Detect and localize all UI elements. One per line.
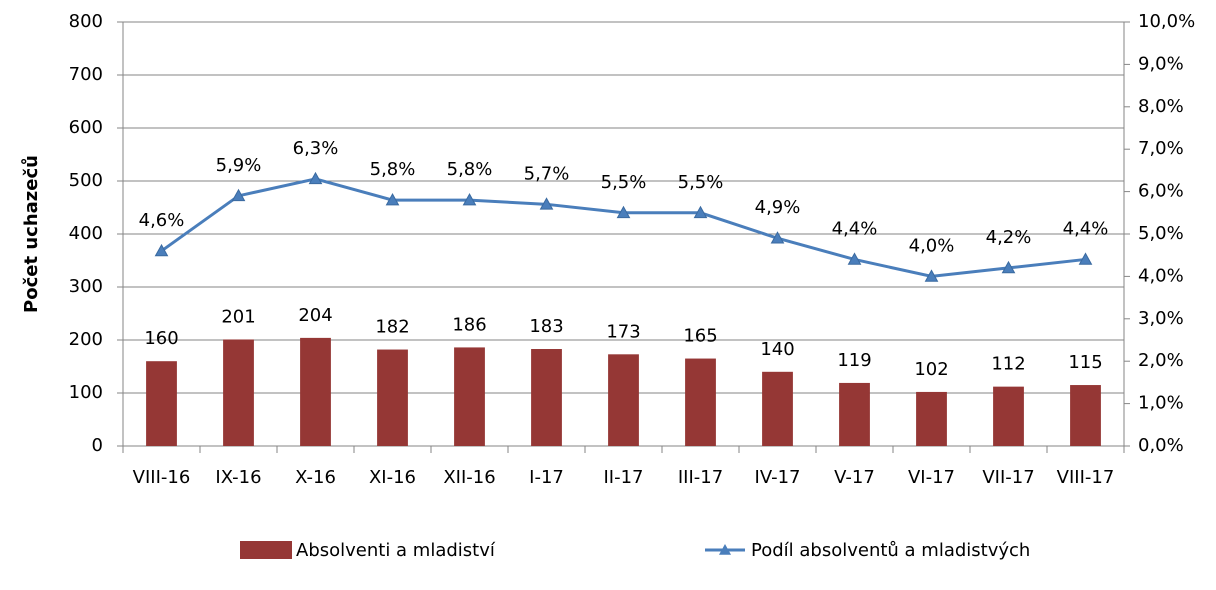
line-value-label: 4,2% (986, 227, 1032, 248)
x-tick-label: VIII-16 (133, 467, 191, 488)
line-marker (847, 252, 862, 265)
line-marker (693, 205, 708, 219)
line-value-label: 6,3% (293, 138, 339, 159)
line-value-label: 4,4% (1063, 218, 1109, 239)
line-marker (462, 193, 477, 206)
line-marker (154, 243, 169, 257)
x-tick-label: X-16 (295, 467, 336, 488)
y-axis-title: Počet uchazečů (20, 155, 42, 313)
line-marker (770, 231, 785, 244)
line-value-label: 5,8% (370, 159, 416, 180)
x-tick-label: III-17 (678, 467, 723, 488)
bar (223, 339, 254, 446)
y-tick-label: 800 (69, 11, 103, 32)
y2-tick-label: 1,0% (1138, 393, 1184, 414)
x-tick-label: VII-17 (982, 467, 1034, 488)
line-marker (1078, 252, 1093, 265)
x-tick-label: VI-17 (908, 467, 955, 488)
bar (685, 358, 716, 446)
line-marker (308, 171, 323, 185)
legend-label: Absolventi a mladiství (296, 540, 496, 561)
bar-value-label: 183 (529, 316, 563, 337)
line-marker (616, 205, 631, 219)
y2-tick-label: 0,0% (1138, 435, 1184, 456)
y-tick-label: 300 (69, 276, 103, 297)
legend-label: Podíl absolventů a mladistvých (751, 540, 1030, 561)
line-marker (385, 193, 400, 206)
line-value-label: 5,8% (447, 159, 493, 180)
bar-value-label: 140 (760, 339, 794, 360)
y-tick-label: 600 (69, 117, 103, 138)
line-marker (539, 197, 554, 210)
bar-value-label: 119 (837, 350, 871, 371)
x-tick-label: VIII-17 (1057, 467, 1115, 488)
y2-tick-label: 8,0% (1138, 96, 1184, 117)
bar (762, 371, 793, 446)
bar (608, 354, 639, 446)
bar-value-label: 160 (144, 328, 178, 349)
x-tick-label: IX-16 (215, 467, 261, 488)
y2-tick-label: 9,0% (1138, 53, 1184, 74)
line-value-label: 4,9% (755, 197, 801, 218)
line-marker (231, 188, 246, 202)
x-tick-label: XI-16 (369, 467, 416, 488)
y2-tick-label: 3,0% (1138, 308, 1184, 329)
y-tick-label: 100 (69, 382, 103, 403)
bar (1070, 385, 1101, 446)
bar (454, 347, 485, 446)
x-tick-label: I-17 (529, 467, 564, 488)
x-tick-label: XII-16 (443, 467, 495, 488)
bar-value-label: 102 (914, 359, 948, 380)
bar-value-label: 112 (991, 354, 1025, 375)
x-tick-label: IV-17 (755, 467, 801, 488)
bar-value-label: 173 (606, 321, 640, 342)
line-value-label: 4,6% (139, 210, 185, 231)
bar (377, 349, 408, 446)
y-tick-label: 700 (69, 64, 103, 85)
y-tick-label: 500 (69, 170, 103, 191)
line (160, 177, 1086, 278)
line-value-label: 5,9% (216, 155, 262, 176)
line-value-label: 5,7% (524, 163, 570, 184)
bar-value-label: 165 (683, 326, 717, 347)
y2-tick-label: 4,0% (1138, 265, 1184, 286)
bar (146, 361, 177, 446)
bar-value-label: 201 (221, 306, 255, 327)
bar (531, 349, 562, 446)
line-value-label: 4,0% (909, 235, 955, 256)
bar (993, 386, 1024, 446)
y2-tick-label: 10,0% (1138, 11, 1195, 32)
line-marker (1001, 260, 1016, 274)
legend-marker (719, 544, 731, 555)
x-tick-label: V-17 (834, 467, 875, 488)
y-tick-label: 400 (69, 223, 103, 244)
y2-tick-label: 6,0% (1138, 181, 1184, 202)
y2-tick-label: 2,0% (1138, 350, 1184, 371)
bar (916, 391, 947, 446)
y2-tick-label: 5,0% (1138, 223, 1184, 244)
bar (839, 382, 870, 446)
bar (300, 337, 331, 446)
x-tick-label: II-17 (603, 467, 643, 488)
line-value-label: 5,5% (678, 172, 724, 193)
bar-value-label: 115 (1068, 352, 1102, 373)
line-marker (924, 269, 939, 282)
line-value-label: 4,4% (832, 218, 878, 239)
y-tick-label: 0 (92, 435, 103, 456)
bar-value-label: 186 (452, 314, 486, 335)
bar-value-label: 182 (375, 317, 409, 338)
y2-tick-label: 7,0% (1138, 138, 1184, 159)
bar-value-label: 204 (298, 305, 332, 326)
legend-swatch (240, 541, 292, 559)
y-tick-label: 200 (69, 329, 103, 350)
line-value-label: 5,5% (601, 172, 647, 193)
